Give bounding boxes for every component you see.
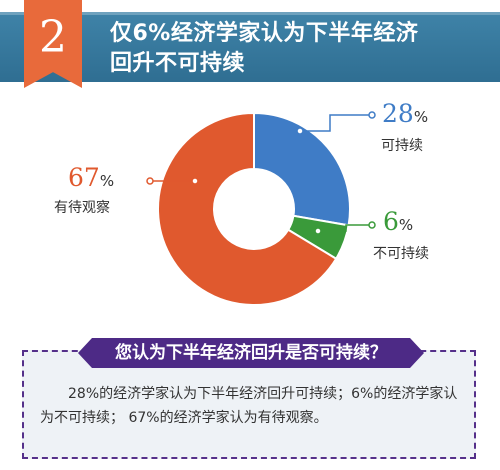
question-banner: 您认为下半年经济回升是否可持续？ [78, 338, 424, 368]
pct-label-unsustainable: 6% [383, 207, 413, 236]
badge-number: 2 [39, 12, 67, 63]
pct-value-unsustainable: 6 [383, 207, 399, 236]
leader-line-sustainable [300, 114, 372, 132]
slice-label-wait: 有待观察 [54, 200, 110, 216]
leader-dot-sustainable [296, 127, 304, 135]
leader-end-dot-wait [146, 177, 154, 185]
header-bar [0, 12, 500, 82]
header: 2 仅6%经济学家认为下半年经济 回升不可持续 [0, 0, 500, 97]
pct-label-sustainable: 28% [382, 99, 428, 128]
title-line-2: 回升不可持续 [110, 51, 246, 76]
pct-sign-unsustainable: % [398, 216, 414, 234]
slice-label-unsustainable: 不可持续 [373, 246, 429, 262]
leader-line-unsustainable [318, 224, 372, 232]
leader-end-dot-unsustainable [368, 221, 376, 229]
summary-box [22, 350, 476, 459]
pct-sign-sustainable: % [413, 108, 429, 126]
pct-sign-wait: % [99, 172, 115, 190]
donut-slice-wait [157, 111, 338, 306]
slice-label-sustainable: 可持续 [381, 138, 423, 154]
title-line-1: 仅6%经济学家认为下半年经济 [110, 21, 419, 46]
pct-label-wait: 67% [68, 163, 114, 192]
leader-end-dot-sustainable [368, 111, 376, 119]
summary-text: 28%的经济学家认为下半年经济回升可持续；6%的经济学家认为不可持续； 67%的… [40, 386, 458, 426]
pct-value-sustainable: 28 [382, 99, 414, 128]
chart-area: 28% 可持续 6% 不可持续 67% 有待观察 [0, 97, 500, 337]
leader-dot-unsustainable [314, 227, 322, 235]
donut-chart [146, 111, 376, 306]
page-title: 仅6%经济学家认为下半年经济 回升不可持续 [110, 19, 490, 79]
pct-value-wait: 67 [68, 163, 100, 192]
leader-dot-wait [191, 177, 199, 185]
donut-slice-sustainable [253, 111, 351, 227]
